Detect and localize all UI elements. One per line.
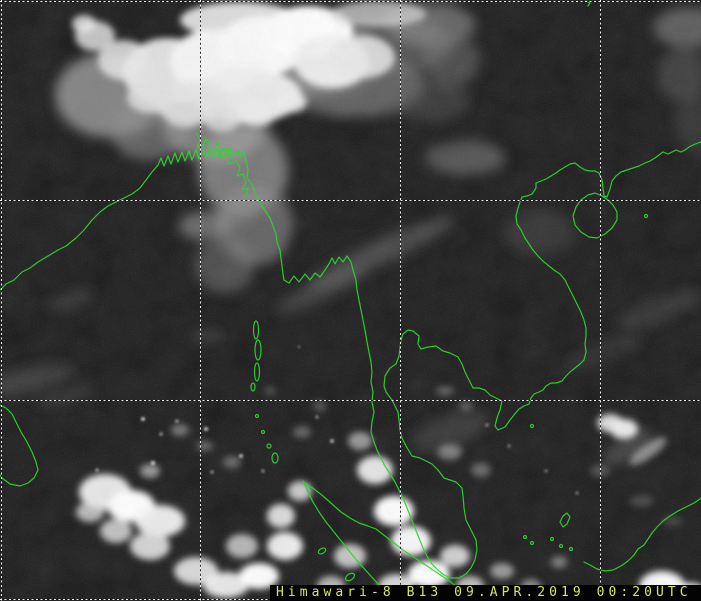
coastline-andaman-1 <box>252 320 260 340</box>
coastline-anambas-1 <box>522 534 528 540</box>
coastline-andaman-2 <box>254 339 262 361</box>
coastline-borneo <box>583 497 701 572</box>
coastline-nicobar-1 <box>254 413 260 419</box>
coastline-simeulue <box>317 547 327 555</box>
coastline-andaman-3 <box>253 362 261 382</box>
coastline-chittagong-channels <box>235 159 249 197</box>
coastline-hainan <box>572 192 618 239</box>
coastline-nias <box>344 572 356 582</box>
coastline-nicobar-3 <box>266 443 272 449</box>
caption-bar: Himawari-8 B13 09.APR.2019 00:20UTC <box>270 585 701 601</box>
coastline-little-andaman <box>250 382 256 392</box>
coastline-scs-islet <box>643 213 649 219</box>
caption-text: Himawari-8 B13 09.APR.2019 00:20UTC <box>276 585 692 600</box>
coastline-india-bangladesh-myanmar <box>0 147 354 291</box>
coastline-con-son <box>529 423 535 429</box>
coastline-sumatra-northeast <box>304 482 472 600</box>
coastline-malay-peninsula-indochina-china <box>352 141 701 579</box>
coastline-natuna <box>559 512 571 528</box>
coastline-islet-1 <box>549 536 555 542</box>
coastline-islet-3 <box>568 546 574 552</box>
coastline-anambas-2 <box>529 540 535 546</box>
coastline-nicobar-2 <box>260 429 266 435</box>
coastline-great-nicobar <box>271 452 279 464</box>
coastline-islet-2 <box>558 543 564 549</box>
coastline-sri-lanka <box>0 404 39 487</box>
